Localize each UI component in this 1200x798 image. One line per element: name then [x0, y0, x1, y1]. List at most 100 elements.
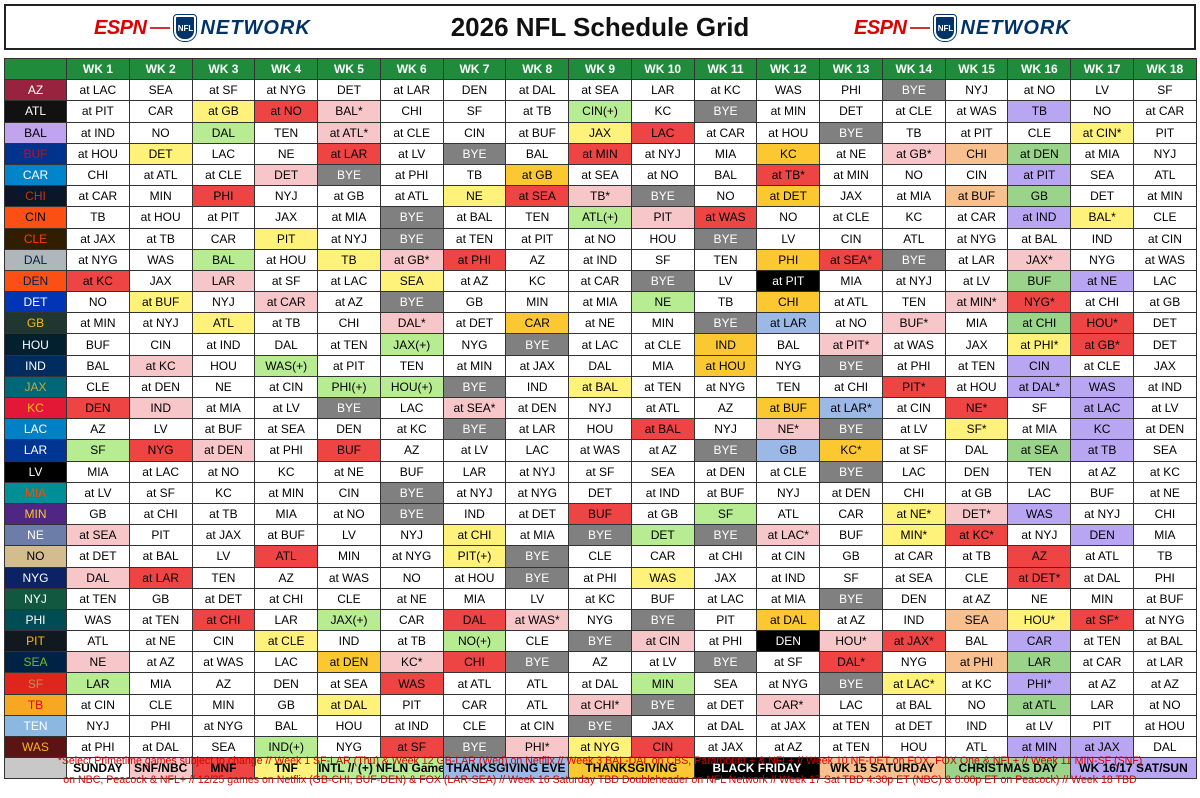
game-cell: BYE [630, 269, 695, 293]
network-logo-text: NETWORK [960, 16, 1071, 39]
game-cell: DAL [191, 121, 256, 144]
game-cell: HOU [630, 227, 695, 250]
game-cell: LAC [819, 693, 883, 716]
corner-cell [4, 57, 67, 81]
week-header-12: WK 12 [756, 57, 821, 81]
game-cell: at HOU [693, 354, 758, 377]
game-cell: at DET [756, 185, 821, 208]
team-row-det: DET NO at BUF NYJ at CAR at AZ BYE GB MIN at MIA N… [4, 291, 1197, 314]
game-cell: TB [317, 248, 381, 271]
game-cell: at NO [630, 163, 695, 187]
game-cell: SF* [944, 418, 1009, 441]
game-cell: at SEA [505, 185, 570, 208]
game-cell: at DET [693, 693, 758, 716]
game-cell: at PHI [568, 566, 632, 589]
game-cell: LAC [379, 396, 444, 420]
game-cell: at BAL [128, 545, 193, 568]
week-header-8: WK 8 [505, 57, 570, 81]
game-cell: TB [66, 206, 130, 229]
game-cell: BYE [568, 524, 632, 547]
game-cell: MIA [693, 142, 758, 165]
game-cell: NO [379, 566, 444, 589]
game-cell: at LV [630, 651, 695, 674]
game-cell: at SEA [881, 566, 946, 589]
team-row-atl: ATL at PIT CAR at GB at NO BAL* CHI SF at TB CIN(… [4, 100, 1197, 123]
game-cell: MIN* [881, 524, 946, 547]
game-cell: at DAL [756, 608, 821, 632]
game-cell: IND [693, 333, 758, 356]
game-cell: HOU* [1070, 312, 1135, 335]
game-cell: AZ [379, 439, 444, 462]
game-cell: LV [693, 269, 758, 293]
game-cell: at NYG [756, 672, 821, 695]
game-cell: BYE [442, 142, 507, 165]
game-cell: CHI [1133, 502, 1197, 526]
game-cell: SF [442, 100, 507, 123]
game-cell: CLE [1007, 121, 1072, 144]
game-cell: PIT [1133, 121, 1197, 144]
game-cell: at HOU [944, 375, 1009, 399]
game-cell: DET [1133, 312, 1197, 335]
game-cell: at CHI [128, 502, 193, 526]
game-cell: at NYG [505, 481, 570, 504]
game-cell: MIA [944, 312, 1009, 335]
game-cell: BUF [379, 460, 444, 483]
game-cell: at BUF [693, 481, 758, 504]
game-cell: SEA [191, 735, 256, 759]
team-label: MIA [4, 481, 67, 504]
footer-line-1: *Select Primetime games subject to chang… [57, 755, 1143, 767]
game-cell: at GB* [881, 142, 946, 165]
game-cell: CLE [442, 714, 507, 738]
game-cell: at TB* [756, 163, 821, 187]
game-cell: at CAR [568, 269, 632, 293]
game-cell: BUF [317, 439, 381, 462]
game-cell: NYJ [693, 418, 758, 441]
week-header-10: WK 10 [630, 57, 695, 81]
game-cell: KC* [819, 439, 883, 462]
game-cell: DET [128, 142, 193, 165]
game-cell: PHI* [1007, 672, 1072, 695]
game-cell: CLE [944, 566, 1009, 589]
game-cell: CIN [944, 163, 1009, 187]
game-cell: NYG* [1007, 291, 1072, 314]
game-cell: BYE [568, 630, 632, 653]
game-cell: JAX(+) [317, 608, 381, 632]
game-cell: NO [756, 206, 821, 229]
game-cell: at CAR [881, 545, 946, 568]
game-cell: HOU* [1007, 608, 1072, 632]
game-cell: at LV [1007, 714, 1072, 738]
game-cell: at IND [1133, 375, 1197, 399]
game-cell: KC* [379, 651, 444, 674]
game-cell: at JAX [756, 714, 821, 738]
game-cell: CLE [317, 587, 381, 610]
team-label: GB [4, 312, 67, 335]
game-cell: PHI [191, 185, 256, 208]
game-cell: at WAS [317, 566, 381, 589]
game-cell: at IND [568, 248, 632, 271]
game-cell: SF [693, 502, 758, 526]
game-cell: DET [317, 79, 381, 102]
game-cell: BUF* [881, 312, 946, 335]
game-cell: ATL [505, 693, 570, 716]
game-cell: at NE [819, 142, 883, 165]
game-cell: at CLE [191, 163, 256, 187]
game-cell: MIN [630, 672, 695, 695]
game-cell: at TB [379, 630, 444, 653]
game-cell: DAL* [379, 312, 444, 335]
game-cell: at NYG [191, 714, 256, 738]
game-cell: JAX* [1007, 248, 1072, 271]
week-header-16: WK 16 [1007, 57, 1072, 81]
team-row-lac: LAC AZ LV at BUF at SEA DEN at KC BYE at LAR HOU a… [4, 418, 1197, 441]
game-cell: CHI [379, 100, 444, 123]
game-cell: ATL [191, 312, 256, 335]
game-cell: JAX [128, 269, 193, 293]
game-cell: at BAL [630, 418, 695, 441]
game-cell: at WAS* [505, 608, 570, 632]
game-cell: GB [254, 693, 319, 716]
game-cell: MIN [191, 693, 256, 716]
game-cell: BYE [379, 481, 444, 504]
game-cell: WAS(+) [254, 354, 319, 377]
game-cell: at DEN [1133, 418, 1197, 441]
game-cell: BYE [379, 206, 444, 229]
game-cell: SF [1133, 79, 1197, 102]
